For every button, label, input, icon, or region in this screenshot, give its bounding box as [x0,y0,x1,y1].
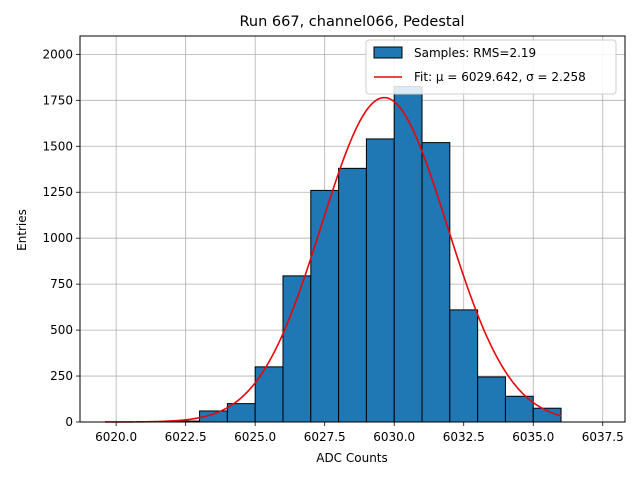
x-axis-label: ADC Counts [316,451,388,465]
histogram-bar [338,167,367,423]
axis-ticks: 6020.0 6022.5 6025.0 6027.5 6030.0 6032.5 6035… [42,47,623,444]
legend-box [365,39,617,95]
x-tick-label: 6020.0 [95,430,137,444]
y-tick-label: 500 [50,323,73,337]
histogram-bar [393,86,423,423]
fit-curve [105,96,562,423]
x-tick-label: 6035.0 [512,430,554,444]
x-tick-label: 6030.0 [373,430,415,444]
histogram-bar [421,142,451,423]
histogram-bar [254,366,284,423]
legend-label-fit: Fit: μ = 6029.642, σ = 2.258 [414,70,586,84]
y-tick-label: 0 [65,415,73,429]
x-tick-label: 6032.5 [443,430,485,444]
x-tick-label: 6025.0 [234,430,276,444]
y-tick-label: 1000 [42,231,73,245]
y-axis-label: Entries [15,209,29,251]
chart-title: Run 667, channel066, Pedestal [239,14,464,30]
y-tick-label: 1500 [42,139,73,153]
legend: Samples: RMS=2.19 Fit: μ = 6029.642, σ =… [365,39,617,95]
legend-swatch-samples [373,46,403,59]
histogram-bars [171,86,562,423]
x-tick-label: 6022.5 [165,430,207,444]
histogram-bar [310,189,340,423]
x-tick-label: 6027.5 [304,430,346,444]
histogram-bar [365,138,395,423]
plot-frame [79,35,626,423]
histogram-bar [477,376,506,423]
histogram-bar [226,403,256,423]
y-tick-label: 1250 [42,185,73,199]
legend-label-samples: Samples: RMS=2.19 [414,46,536,60]
y-tick-label: 250 [50,369,73,383]
y-tick-label: 1750 [42,93,73,107]
y-tick-label: 750 [50,277,73,291]
y-tick-label: 2000 [42,47,73,61]
x-tick-label: 6037.5 [582,430,624,444]
histogram-bar [449,309,479,423]
